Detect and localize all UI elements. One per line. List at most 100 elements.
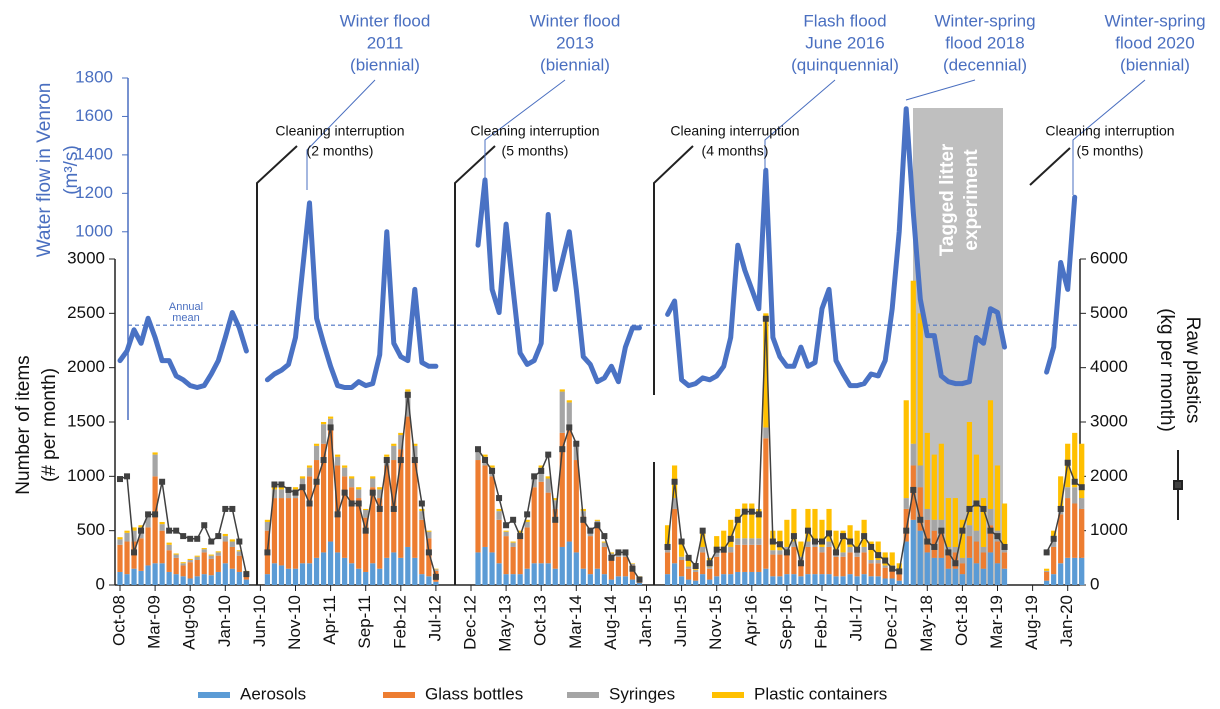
bar [1051, 546, 1057, 575]
bar [770, 576, 776, 585]
raw-plastics-point [475, 446, 482, 453]
x-tick-label: Dec-12 [460, 595, 479, 650]
bar [798, 576, 804, 585]
bar [735, 508, 741, 539]
bar [377, 487, 383, 490]
raw-plastics-point [524, 511, 531, 518]
bar [763, 568, 769, 585]
bar [524, 527, 530, 569]
legend-label: Aerosols [240, 684, 306, 703]
bar [180, 562, 186, 564]
bar [391, 443, 397, 446]
bar [910, 443, 916, 466]
interruption-label: Cleaning interruption [670, 123, 799, 139]
bar [299, 563, 306, 585]
bar [349, 563, 355, 585]
y2-tick-label: 3000 [1090, 411, 1128, 430]
bar [433, 569, 439, 571]
bar [749, 503, 755, 539]
bar [966, 557, 973, 585]
raw-plastics-point [264, 549, 271, 556]
y2-tick-label: 4000 [1090, 357, 1128, 376]
bar [1079, 498, 1085, 509]
flood-annotation: (biennial) [1120, 55, 1190, 74]
bar [538, 563, 544, 585]
raw-plastics-point [580, 516, 587, 523]
bar [342, 467, 348, 477]
bar [664, 552, 671, 575]
bar [552, 508, 558, 569]
raw-plastics-point [1043, 549, 1050, 556]
bar [791, 508, 797, 542]
raw-plastics-point [124, 473, 131, 480]
bar [819, 546, 825, 553]
flow-tick-label: 1000 [75, 221, 113, 240]
bar [812, 546, 818, 575]
interruption-label: Cleaning interruption [1045, 123, 1174, 139]
bar [370, 478, 376, 488]
bar [938, 557, 944, 585]
bar [896, 580, 902, 585]
raw-plastics-point [671, 478, 678, 485]
bar [903, 541, 909, 585]
bar [1065, 557, 1071, 585]
bar [271, 489, 278, 499]
raw-plastics-point [166, 527, 173, 534]
bar [686, 579, 692, 585]
bar [370, 563, 376, 585]
bar [173, 554, 179, 558]
raw-plastics-point [594, 522, 601, 529]
raw-plastics-point [313, 478, 320, 485]
bar [187, 560, 193, 563]
bar [707, 568, 713, 580]
bar [229, 546, 235, 569]
bar [342, 465, 348, 468]
bar [938, 530, 944, 558]
bar [552, 568, 558, 585]
bar [356, 489, 362, 499]
y-tick-label: 1500 [67, 411, 105, 430]
bar [320, 422, 327, 425]
bar [482, 546, 488, 585]
raw-plastics-point [510, 516, 517, 523]
bar [236, 551, 242, 556]
bar [496, 563, 502, 585]
raw-plastics-point [271, 481, 278, 488]
bar [166, 544, 172, 551]
bar [222, 536, 228, 542]
raw-plastics-point [187, 535, 194, 542]
x-tick-label: May-13 [496, 595, 515, 652]
bar [749, 571, 755, 585]
bar [124, 532, 130, 542]
bar [798, 560, 804, 577]
bar [159, 563, 165, 585]
bar [1058, 514, 1064, 564]
bar [910, 519, 916, 585]
x-tick-label: Mar-14 [566, 595, 585, 649]
raw-plastics-point [868, 543, 875, 550]
bar [805, 546, 811, 575]
bar [594, 525, 600, 569]
raw-plastics-point [629, 565, 636, 572]
bar [138, 538, 144, 571]
bar [622, 556, 629, 577]
bar [580, 508, 586, 512]
bar [987, 552, 994, 585]
raw-plastics-point [355, 500, 362, 507]
bar [510, 546, 516, 575]
bar [285, 489, 292, 499]
bar [201, 574, 207, 585]
bar [728, 519, 734, 547]
raw-plastics-point [980, 505, 987, 512]
bar [208, 575, 214, 585]
bar [335, 552, 341, 585]
raw-plastics-point [117, 476, 123, 483]
bar [166, 542, 172, 545]
x-tick-label: Jul-12 [425, 595, 444, 641]
interruption-markers [256, 145, 1071, 585]
flood-annotation: (quinquennial) [791, 55, 899, 74]
bar [903, 498, 909, 509]
raw-plastics-point [734, 516, 741, 523]
raw-plastics-point [425, 549, 432, 556]
bar [517, 574, 523, 585]
